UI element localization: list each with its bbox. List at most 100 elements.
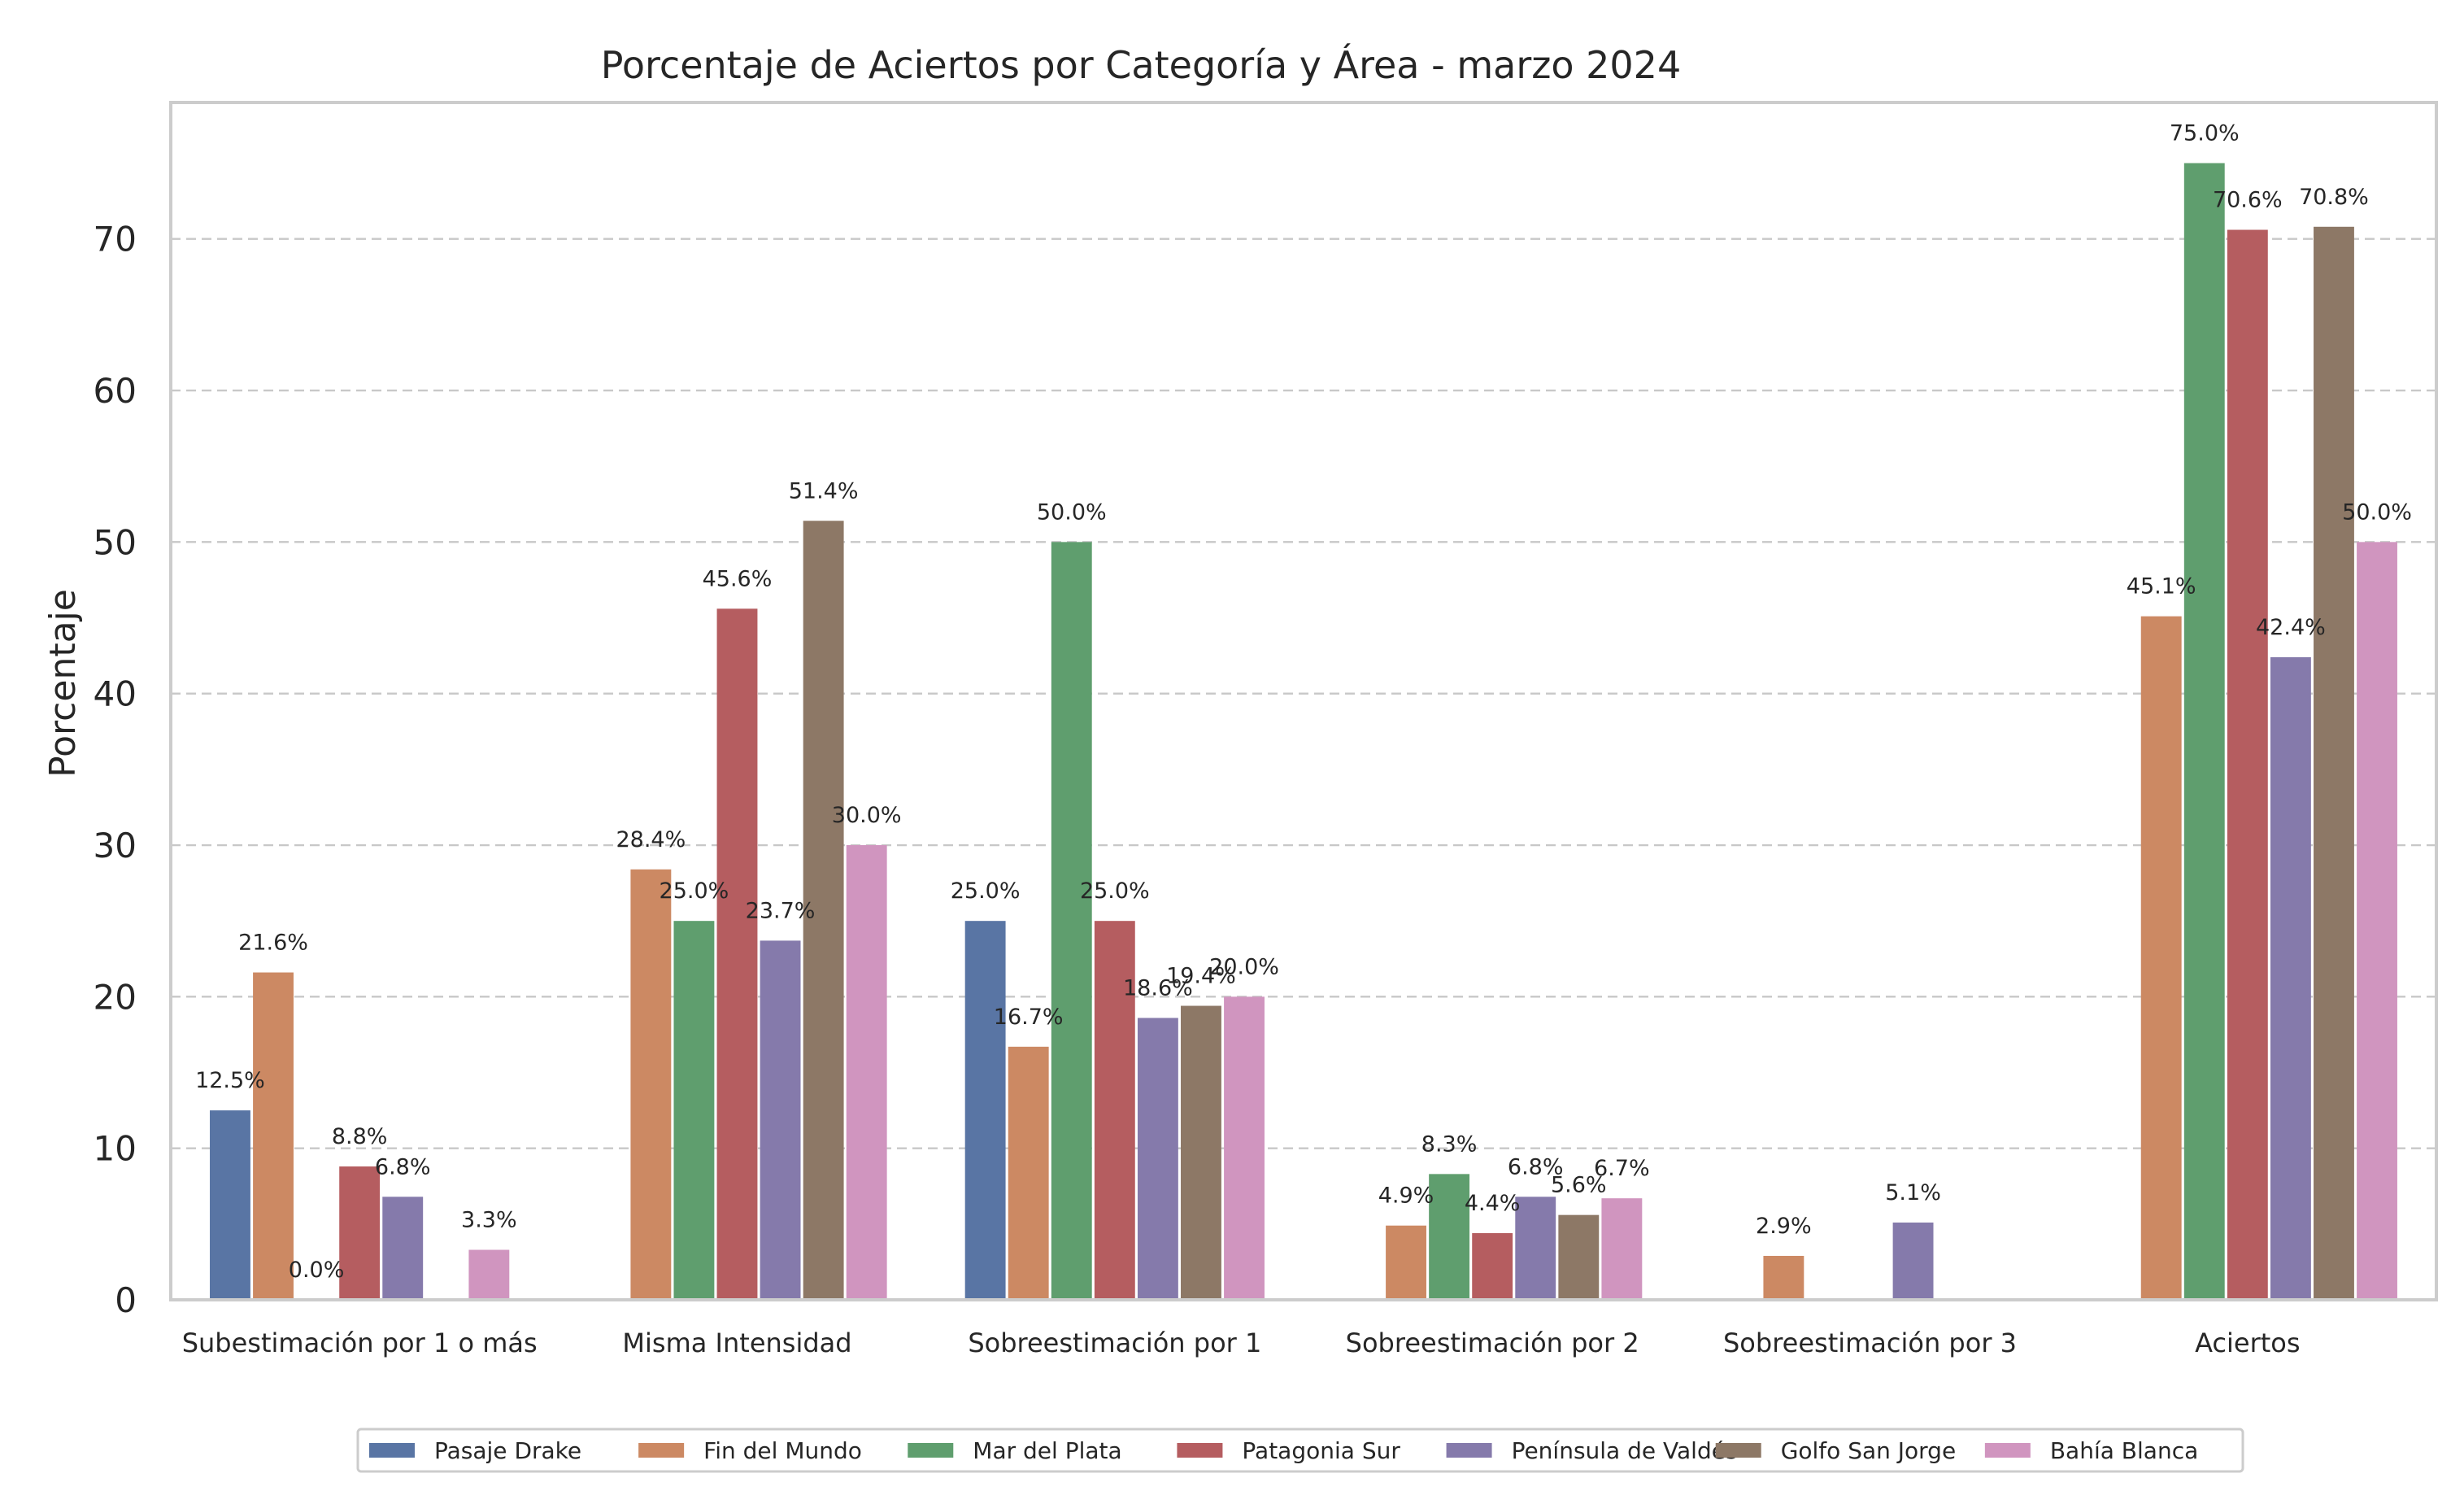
bar <box>1472 1233 1513 1300</box>
data-label: 25.0% <box>1080 878 1150 904</box>
legend-frame <box>356 1428 2244 1473</box>
legend-label: Golfo San Jorge <box>1781 1437 1956 1464</box>
bar <box>2270 656 2311 1300</box>
bar <box>846 845 887 1300</box>
data-label: 70.6% <box>2213 188 2283 213</box>
x-tick-label: Subestimación por 1 o más <box>182 1327 538 1358</box>
x-tick-label: Sobreestimación por 1 <box>968 1327 1261 1358</box>
data-label: 3.3% <box>461 1208 517 1233</box>
bar <box>2140 616 2182 1300</box>
data-label: 0.0% <box>289 1258 345 1283</box>
bar <box>2183 163 2225 1301</box>
legend: Pasaje Drake Fin del Mundo Mar del Plata Pa… <box>356 1428 2244 1473</box>
legend-label: Mar del Plata <box>973 1437 1121 1464</box>
bar <box>964 921 1006 1300</box>
data-label: 30.0% <box>832 803 902 828</box>
bar <box>1181 1005 1221 1300</box>
data-label: 25.0% <box>660 878 729 904</box>
x-tick-label: Sobreestimación por 2 <box>1346 1327 1639 1358</box>
y-tick-label: 20 <box>94 977 137 1017</box>
data-label: 23.7% <box>746 898 816 923</box>
legend-swatch <box>369 1443 415 1458</box>
gridlines <box>171 238 2436 1149</box>
data-label: 8.8% <box>332 1124 388 1149</box>
bar <box>1094 921 1135 1300</box>
y-tick-label: 10 <box>94 1129 137 1169</box>
data-label: 51.4% <box>789 478 859 504</box>
data-label: 20.0% <box>1209 954 1279 979</box>
data-label: 16.7% <box>994 1005 1064 1030</box>
bar <box>1763 1255 1804 1300</box>
data-label: 18.6% <box>1123 975 1193 1000</box>
data-label: 50.0% <box>2342 499 2412 525</box>
bar <box>803 521 844 1300</box>
bar <box>382 1197 424 1300</box>
data-label: 50.0% <box>1037 499 1107 525</box>
bar <box>1051 542 1092 1300</box>
data-label: 6.7% <box>1594 1156 1650 1181</box>
data-label: 19.4% <box>1166 964 1236 989</box>
legend-swatch <box>1715 1443 1761 1458</box>
legend-swatch <box>1984 1443 2031 1458</box>
y-tick-label: 50 <box>94 522 137 562</box>
bar <box>1558 1214 1600 1300</box>
data-label: 45.1% <box>2127 574 2196 599</box>
data-label: 70.8% <box>2299 185 2369 210</box>
bar <box>1601 1198 1643 1300</box>
x-tick-label: Misma Intensidad <box>622 1327 851 1358</box>
bar <box>1429 1174 1470 1300</box>
bar <box>1224 996 1265 1300</box>
y-axis-label: Porcentaje <box>42 589 84 778</box>
chart-title: Porcentaje de Aciertos por Categoría y Á… <box>601 43 1681 87</box>
bar <box>716 608 758 1300</box>
data-label: 45.6% <box>703 566 773 591</box>
legend-swatch <box>638 1443 685 1458</box>
data-label: 8.3% <box>1421 1131 1478 1157</box>
y-tick-label: 30 <box>94 826 137 865</box>
legend-swatch <box>908 1443 954 1458</box>
bar <box>468 1249 510 1300</box>
bar <box>2227 229 2268 1300</box>
data-label: 28.4% <box>616 827 686 852</box>
data-label: 12.5% <box>195 1068 265 1093</box>
bars <box>210 163 2397 1301</box>
y-tick-label: 0 <box>115 1280 137 1320</box>
data-label: 25.0% <box>951 878 1021 904</box>
x-tick-label: Aciertos <box>2195 1327 2300 1358</box>
y-tick-label: 70 <box>94 220 137 259</box>
bar <box>339 1166 381 1300</box>
legend-label: Fin del Mundo <box>703 1437 862 1464</box>
legend-label: Península de Valdés <box>1512 1437 1738 1464</box>
bar <box>1386 1225 1426 1300</box>
data-label: 5.1% <box>1885 1180 1941 1205</box>
data-label: 5.6% <box>1551 1173 1607 1198</box>
legend-label: Patagonia Sur <box>1242 1437 1400 1464</box>
legend-label: Bahía Blanca <box>2050 1437 2198 1464</box>
legend-swatch <box>1446 1443 1492 1458</box>
bar <box>1137 1018 1178 1300</box>
data-label: 21.6% <box>238 931 308 956</box>
data-label: 4.4% <box>1465 1191 1521 1216</box>
bar <box>253 972 294 1300</box>
bar <box>760 940 801 1300</box>
data-label: 6.8% <box>1508 1154 1564 1179</box>
y-tick-label: 40 <box>94 674 137 714</box>
data-label: 75.0% <box>2170 121 2240 146</box>
y-tick-label: 60 <box>94 371 137 411</box>
bar <box>1515 1197 1556 1300</box>
data-label: 4.9% <box>1378 1184 1434 1209</box>
data-labels: 12.5% 25.0% 21.6% 28.4% 16.7% 4.9% 2.9% 45.1% 0.… <box>195 121 2412 1283</box>
plot-frame <box>169 101 2438 1301</box>
y-axis-ticks: 0 10 20 30 40 50 60 70 <box>94 220 137 1320</box>
data-label: 42.4% <box>2256 615 2326 640</box>
data-label: 6.8% <box>375 1154 431 1179</box>
legend-label: Pasaje Drake <box>434 1437 581 1464</box>
data-label: 2.9% <box>1756 1214 1812 1239</box>
bar <box>1008 1046 1049 1300</box>
x-axis-ticks: Subestimación por 1 o más Misma Intensida… <box>182 1327 2301 1358</box>
legend-swatch <box>1177 1443 1223 1458</box>
bar <box>2357 542 2397 1300</box>
bar <box>1892 1222 1934 1300</box>
